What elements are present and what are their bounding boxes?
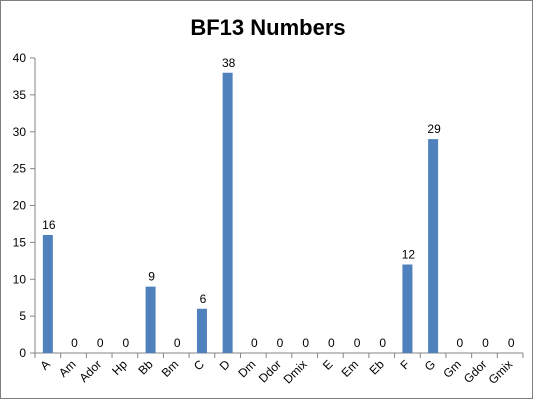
y-tick-label: 25 [13,162,27,176]
x-tick-label: F [397,357,412,372]
bar [402,264,413,353]
x-tick-label: Gmix [486,357,516,387]
x-tick-label: Am [56,357,79,380]
y-tick-label: 10 [13,272,27,286]
data-label: 12 [402,248,416,262]
x-tick-label: Eb [367,357,388,378]
y-tick-label: 5 [19,309,26,323]
data-label: 16 [42,218,56,232]
data-label: 0 [328,336,335,350]
y-tick-label: 35 [13,88,27,102]
chart-title: BF13 Numbers [190,15,345,40]
x-tick-label: Ddor [256,357,284,385]
data-label: 0 [456,336,463,350]
x-tick-label: C [191,357,207,373]
x-tick-label: Ador [77,357,105,385]
x-tick-label: E [320,357,336,373]
data-label: 0 [302,336,309,350]
x-tick-label: Dmix [281,357,310,386]
bar [428,139,439,353]
x-tick-label: D [217,357,233,373]
data-label: 6 [200,292,207,306]
bar [196,308,207,353]
x-tick-label: Bb [135,357,156,378]
x-tick-label: Dm [235,357,258,380]
bar [222,72,233,353]
data-label: 0 [354,336,361,350]
x-tick-label: Gm [440,357,464,381]
x-tick-label: Em [339,357,362,380]
data-label: 0 [71,336,78,350]
data-label: 9 [148,270,155,284]
y-tick-label: 40 [13,51,27,65]
data-label: 0 [482,336,489,350]
y-tick-label: 0 [19,346,26,360]
data-label: 29 [427,122,441,136]
data-label: 0 [123,336,130,350]
y-tick-label: 20 [13,199,27,213]
x-tick-label: Hp [109,357,130,378]
x-tick-label: A [37,357,53,373]
data-label: 38 [222,56,236,70]
x-tick-label: Bm [159,357,182,380]
y-tick-label: 30 [13,125,27,139]
y-tick-label: 15 [13,235,27,249]
data-label: 0 [251,336,258,350]
data-label: 0 [277,336,284,350]
data-label: 0 [97,336,104,350]
data-label: 0 [174,336,181,350]
bar [145,286,156,353]
data-label: 0 [508,336,515,350]
bar [42,235,53,353]
x-tick-label: G [422,357,439,374]
data-label: 0 [379,336,386,350]
x-tick-label: Gdor [461,357,490,386]
